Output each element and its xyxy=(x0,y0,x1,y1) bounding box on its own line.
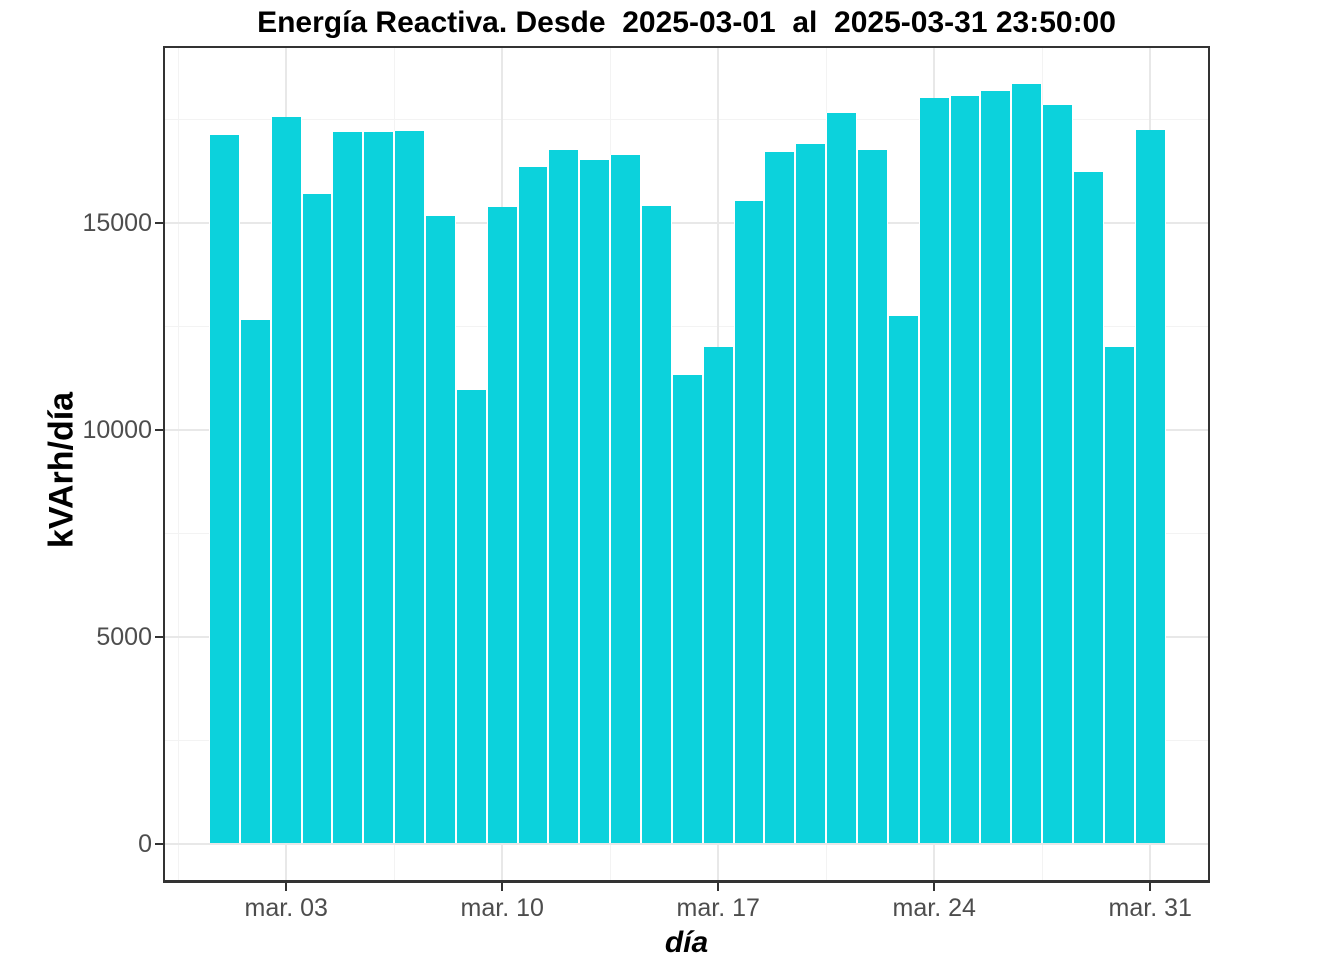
bar xyxy=(949,95,981,844)
bar xyxy=(918,98,950,844)
bar xyxy=(548,150,580,844)
bar xyxy=(887,316,919,844)
bar xyxy=(332,132,364,844)
bar xyxy=(394,130,426,844)
y-axis-tick-label: 5000 xyxy=(96,622,152,651)
x-axis-tick-label: mar. 24 xyxy=(892,894,976,922)
y-axis-tick-label: 0 xyxy=(138,829,152,858)
bar xyxy=(486,207,518,844)
plot-panel xyxy=(163,46,1210,883)
gridline-y-minor xyxy=(165,118,1208,120)
bar xyxy=(702,346,734,844)
bar xyxy=(857,150,888,844)
bar xyxy=(301,194,333,844)
bar xyxy=(455,389,487,844)
bar xyxy=(209,134,240,844)
gridline-y-major xyxy=(165,842,1208,845)
y-axis-tick xyxy=(155,842,163,845)
bar xyxy=(1134,130,1166,844)
bar xyxy=(1073,171,1104,844)
y-axis-tick-label: 10000 xyxy=(82,415,152,444)
x-axis-tick-label: mar. 17 xyxy=(676,894,760,922)
bar xyxy=(733,201,765,844)
y-axis-tick xyxy=(155,428,163,431)
bar xyxy=(980,91,1012,844)
bar xyxy=(671,375,703,844)
bar xyxy=(764,152,796,844)
x-axis-tick-label: mar. 03 xyxy=(244,894,328,922)
x-axis-tick xyxy=(933,883,936,891)
x-axis-tick-label: mar. 31 xyxy=(1108,894,1192,922)
x-axis-tick xyxy=(501,883,504,891)
bar xyxy=(579,159,611,844)
bar xyxy=(425,216,456,844)
x-axis-title: día xyxy=(664,926,709,959)
bar xyxy=(1103,346,1135,844)
bar xyxy=(239,320,271,844)
x-axis-tick xyxy=(717,883,720,891)
y-axis-tick-label: 15000 xyxy=(82,208,152,237)
y-axis-tick xyxy=(155,221,163,224)
bar xyxy=(517,166,549,844)
bar xyxy=(641,206,672,844)
gridline-y-minor xyxy=(165,325,1208,327)
gridline-y-major xyxy=(165,221,1208,224)
bar xyxy=(1042,104,1074,844)
bar xyxy=(795,144,827,844)
x-axis-tick-label: mar. 10 xyxy=(460,894,544,922)
x-axis-tick xyxy=(1149,883,1152,891)
bar xyxy=(1011,84,1043,844)
bar xyxy=(610,154,642,844)
x-axis-tick xyxy=(285,883,288,891)
y-axis-tick xyxy=(155,635,163,638)
gridline-x-minor xyxy=(177,48,179,880)
bar xyxy=(363,132,395,844)
chart-title: Energía Reactiva. Desde 2025-03-01 al 20… xyxy=(257,6,1116,39)
bar xyxy=(270,117,302,844)
bar xyxy=(826,113,858,844)
